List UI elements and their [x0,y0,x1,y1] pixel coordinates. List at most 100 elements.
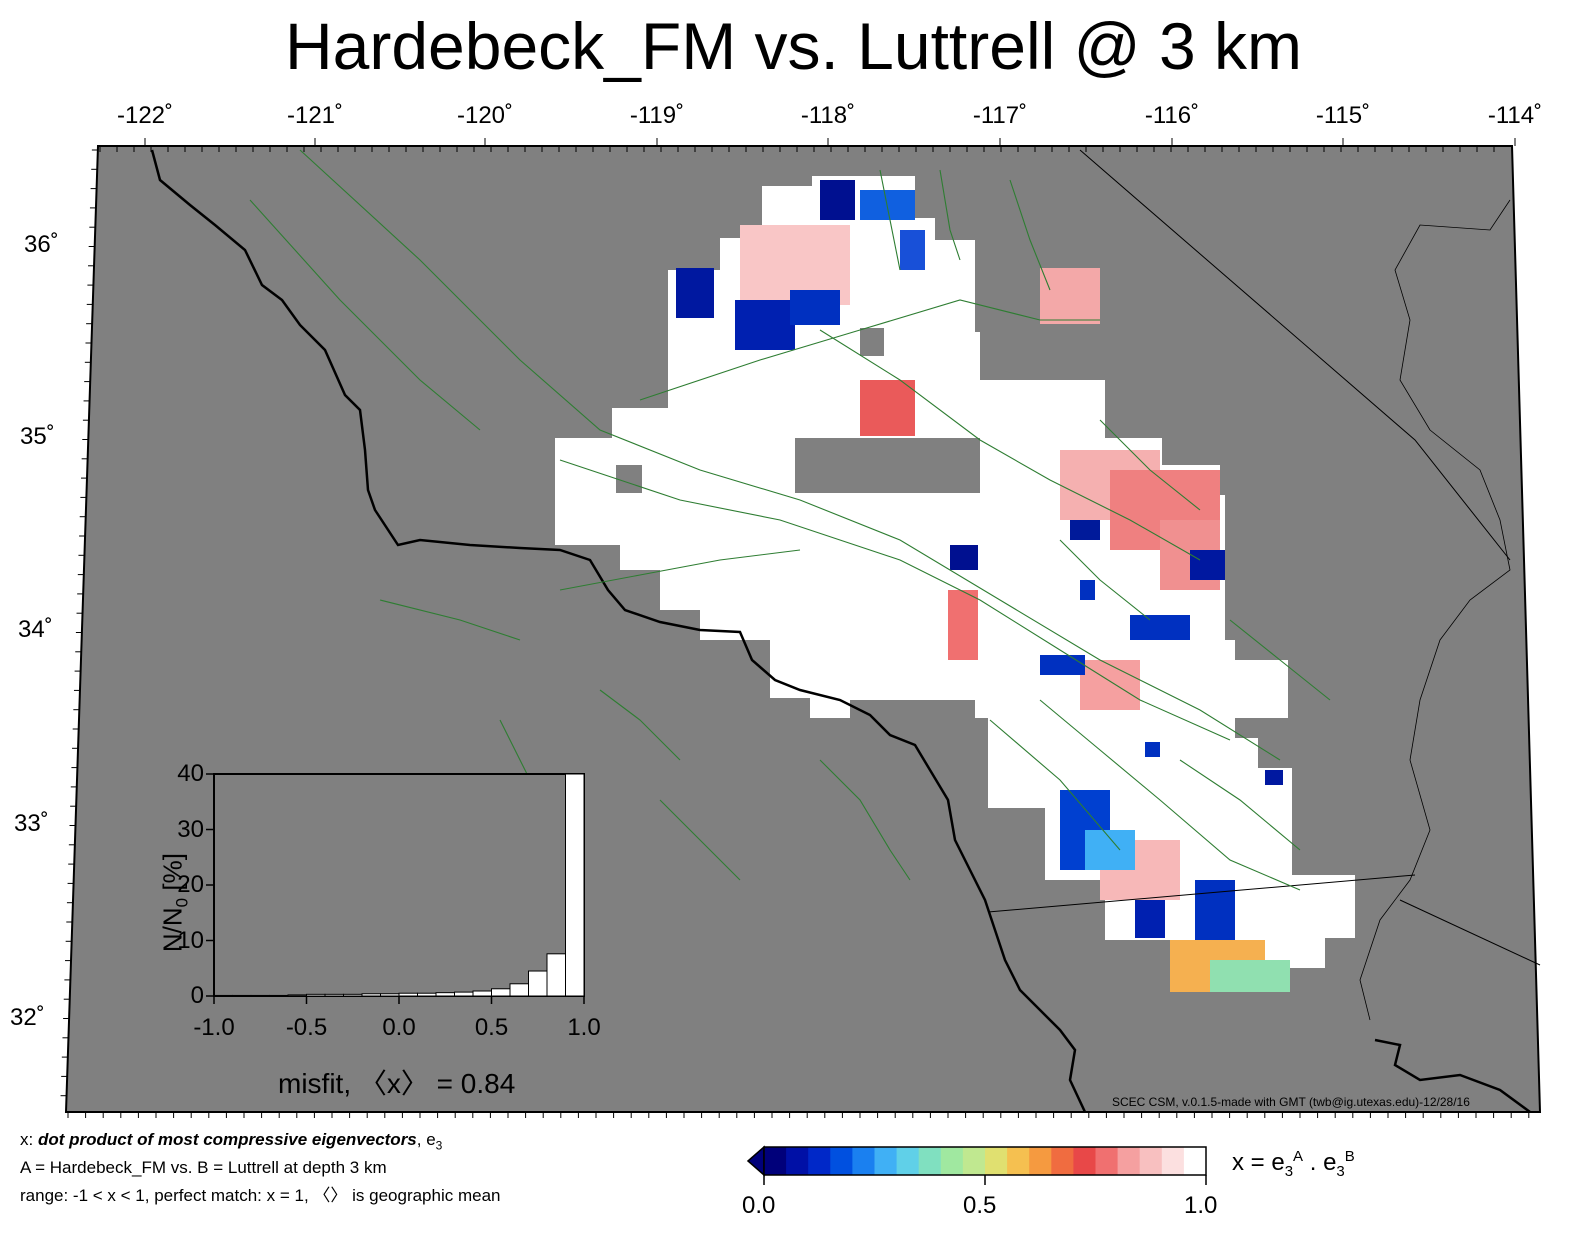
histogram-bar [361,993,381,997]
misfit-patch [676,268,714,318]
misfit-patch [1190,550,1225,580]
misfit-patch [1210,960,1290,992]
colorbar-label: x = e3A . e3B [1232,1148,1355,1180]
histogram-inset [206,773,585,1004]
histogram-bar [269,994,289,997]
left-frame-ticks [60,149,98,1097]
colorbar-tick-label: 0.0 [742,1192,776,1219]
latitude-label: 36˚ [24,231,59,258]
longitude-label: -115˚ [1315,102,1371,129]
latitude-label: 32˚ [10,1004,45,1031]
misfit-patch [950,545,978,570]
histogram-xlabel: misfit, 〈x〉 = 0.84 [278,1068,516,1099]
histogram-y-tick-label: 0 [190,982,204,1009]
note-line-3: range: -1 < x < 1, perfect match: x = 1,… [20,1186,501,1205]
histogram-bar [491,988,511,997]
colorbar-cell [1051,1147,1074,1175]
misfit-patch [948,590,978,660]
misfit-patch [1040,655,1085,675]
histogram-bar [287,994,307,997]
colorbar-cell [1117,1147,1141,1175]
histogram-y-tick-label: 40 [177,760,204,787]
histogram-bar [472,990,492,997]
colorbar-cell [985,1147,1008,1175]
latitude-label: 35˚ [20,423,55,450]
histogram-bar [509,983,529,997]
misfit-patch [900,230,925,270]
misfit-patch [790,290,840,325]
fault-lines [249,149,1331,891]
histogram-bar [528,970,548,997]
histogram-bar [324,993,344,997]
misfit-patch [1070,520,1100,540]
no-data-hole [616,465,642,493]
latitude-label: 34˚ [18,616,53,643]
colorbar-cell [1095,1147,1119,1175]
histogram-bar [417,992,437,997]
colorbar-cell [874,1147,898,1175]
note-line-2: A = Hardebeck_FM vs. B = Luttrell at dep… [20,1158,387,1177]
coastline [150,149,1087,1113]
colorbar-cell [1161,1147,1185,1175]
credit-text: SCEC CSM, v.0.1.5-made with GMT (twb@ig.… [1112,1095,1470,1109]
map-frame-border [66,145,1540,1113]
histogram-y-tick-label: 20 [177,871,204,898]
colorbar-cell [962,1147,986,1175]
colorbar-tick-label: 1.0 [1184,1192,1218,1219]
histogram-x-tick-label: 1.0 [567,1014,601,1041]
colorbar-cell [896,1147,920,1175]
state-border-ca-nv [1079,149,1511,561]
misfit-patch [1130,615,1190,640]
histogram-axis-ticks [206,773,585,1004]
histogram-frame [213,773,585,997]
no-data-hole [860,328,884,356]
histogram-bar [398,992,418,997]
colorbar-cell [1139,1147,1163,1175]
misfit-patch [1145,742,1160,757]
misfit-patch [1040,268,1100,324]
border-az-baja [1399,899,1541,966]
histogram-bar [343,993,363,997]
longitude-label: -120˚ [456,102,514,129]
misfit-patch [735,300,795,350]
longitude-label: -118˚ [800,102,856,129]
histogram-bars [213,773,585,997]
longitude-label: -117˚ [972,102,1028,129]
colorbar-cell [1007,1147,1030,1175]
colorbar-cell [1183,1147,1207,1175]
histogram-bar [565,773,585,997]
histogram-bar [232,994,252,997]
longitude-label: -119˚ [629,102,685,129]
misfit-patch [1135,900,1165,938]
colorbar-tick-label: 0.5 [963,1192,997,1219]
note-line-1: x: dot product of most compressive eigen… [20,1130,443,1153]
bottom-frame-ticks [67,1112,1530,1118]
misfit-patch [1265,770,1283,785]
colorado-river [1359,199,1511,1021]
border-us-mexico [987,874,1416,913]
longitude-label: -114˚ [1487,102,1543,129]
misfit-patch [1195,880,1235,940]
histogram-ylabel: N/N0 [%] [157,853,192,953]
histogram-x-tick-label: -0.5 [285,1014,328,1041]
colorbar-cell [786,1147,809,1175]
no-data-hole [795,438,980,493]
colorbar-cell [1073,1147,1096,1175]
colorbar-cell [940,1147,964,1175]
colorbar-cell [808,1147,831,1175]
misfit-patch [820,180,855,220]
longitude-label: -121˚ [286,102,344,129]
colorbar-cell [1029,1147,1052,1175]
coastline-baja-east [1374,1038,1531,1114]
histogram-x-tick-label: -1.0 [193,1014,235,1041]
colorbar-cell [764,1147,787,1175]
histogram-y-tick-label: 30 [177,815,204,843]
histogram-bar [250,994,270,997]
top-frame-ticks [99,138,1516,152]
histogram-x-tick-label: 0.5 [474,1014,509,1041]
colorbar-cell [830,1147,853,1175]
histogram-bar [306,993,326,997]
histogram-bar [213,994,233,997]
histogram-bar [546,953,566,997]
